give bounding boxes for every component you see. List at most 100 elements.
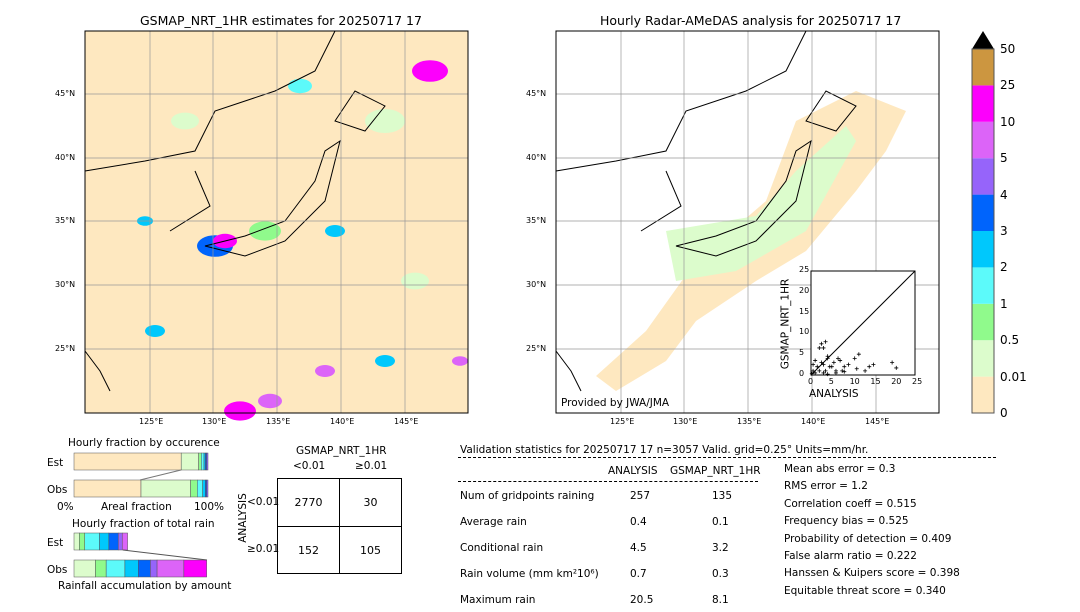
connector-line [122,549,208,561]
rain-cell [375,355,395,367]
scatter-point [890,360,895,365]
colorbar-tick-label: 5 [1000,151,1008,166]
scatter-point [894,365,899,370]
lat-tick-label: 30°N [55,280,76,289]
colorbar-segment [972,194,994,231]
rain-obs-segment [156,559,185,578]
occurrence-obs-segment [197,479,203,498]
lon-tick-label: 125°E [610,417,635,426]
scatter-point [852,356,857,361]
colorbar-tick-label: 3 [1000,224,1008,238]
scatter-point [817,368,822,373]
stat-label: Average rain [460,516,527,528]
lat-tick-label: 40°N [526,153,547,162]
occurrence-obs-segment [206,479,209,498]
lon-tick-label: 145°E [394,417,419,426]
lon-tick-label: 140°E [801,417,826,426]
stat-gsmap-value: 135 [712,490,733,502]
stats-col-gsmap: GSMAP_NRT_1HR [670,465,761,477]
colorbar-segment [972,231,994,268]
rain-cell [365,109,405,133]
scatter-point [867,364,872,369]
lon-tick-label: 140°E [330,417,355,426]
colorbar-tick-label: 0.01 [1000,369,1027,384]
occurrence-est-segment [206,452,209,471]
occurrence-obs-segment [202,479,206,498]
rain-obs-segment [73,559,96,578]
rain-est-segment [108,532,119,551]
coastline-asia [84,30,336,172]
lat-tick-label: 35°N [55,216,76,225]
lon-tick-label: 130°E [202,417,227,426]
stat-analysis-value: 0.4 [630,516,647,528]
occ-obs-label: Obs [47,484,68,496]
table-cell: 105 [339,526,402,574]
stat-gsmap-value: 8.1 [712,594,729,606]
divider [458,457,996,458]
coastline-hokkaido [334,90,386,132]
scatter-point [831,360,836,365]
colorbar-tick-label: 50 [1000,42,1016,56]
table-col-2: ≥0.01 [355,460,388,472]
right-map-frame [555,30,940,414]
stats-header: Validation statistics for 20250717 17 n=… [460,444,869,456]
occ-xlabel: Areal fraction [101,501,172,513]
score-text: Frequency bias = 0.525 [784,515,909,528]
rain-obs-segment [150,559,158,578]
occurrence-obs-segment [190,479,198,498]
connector-line [139,469,182,481]
scatter-point [842,364,847,369]
scatter-ytick: 15 [799,306,810,316]
stats-col-analysis: ANALYSIS [608,465,658,477]
score-text: False alarm ratio = 0.222 [784,550,917,562]
scatter-point [833,370,838,375]
occurrence-obs-segment [73,479,142,498]
rain-xlabel: Rainfall accumulation by amount [58,580,232,592]
lon-tick-label: 145°E [865,417,890,426]
scatter-point [854,366,859,371]
scatter-xtick: 0 [808,377,814,386]
scatter-point [823,339,828,344]
colorbar-segment [972,49,994,86]
occurrence-title: Hourly fraction by occurence [68,437,220,449]
lat-tick-label: 25°N [526,344,547,353]
rain-obs-segment [138,559,151,578]
colorbar-segment [972,340,994,377]
rain-cell [325,225,345,237]
colorbar-tick-label: 2 [1000,260,1008,275]
score-text: Equitable threat score = 0.340 [784,584,946,597]
table-cell: 30 [339,478,402,527]
rain-obs-label: Obs [47,564,68,576]
scatter-ytick: 25 [799,265,810,274]
rain-cell [258,393,282,409]
scatter-point [809,371,814,376]
occurrence-est-segment [198,452,202,471]
lon-tick-label: 135°E [737,417,762,426]
occurrence-obs-segment [140,479,191,498]
rain-est-segment [99,532,110,551]
stat-label: Conditional rain [460,542,544,554]
scatter-point [842,369,847,374]
scatter-xtick: 25 [912,377,923,386]
colorbar-tick-label: 0 [1000,406,1008,420]
scatter-ylabel: GSMAP_NRT_1HR [779,278,792,370]
scatter-ytick: 5 [799,348,805,358]
stat-label: Maximum rain [460,594,536,606]
scatter-diagonal [810,270,916,376]
right-map-title: Hourly Radar-AMeDAS analysis for 2025071… [600,13,902,28]
colorbar-tick-label: 0.5 [1000,333,1020,348]
scatter-point [846,362,851,367]
divider [458,481,758,482]
rain-est-segment [121,532,128,551]
coastline-taiwan [555,350,582,392]
scatter-point [813,370,818,375]
stat-gsmap-value: 3.2 [712,542,729,554]
scatter-point [811,368,816,373]
lat-tick-label: 30°N [526,280,547,289]
left-map-title: GSMAP_NRT_1HR estimates for 20250717 17 [140,13,422,28]
lat-tick-label: 45°N [526,89,547,98]
scatter-point [821,370,826,375]
rain-cell [145,325,165,337]
table-title: GSMAP_NRT_1HR [296,445,387,457]
